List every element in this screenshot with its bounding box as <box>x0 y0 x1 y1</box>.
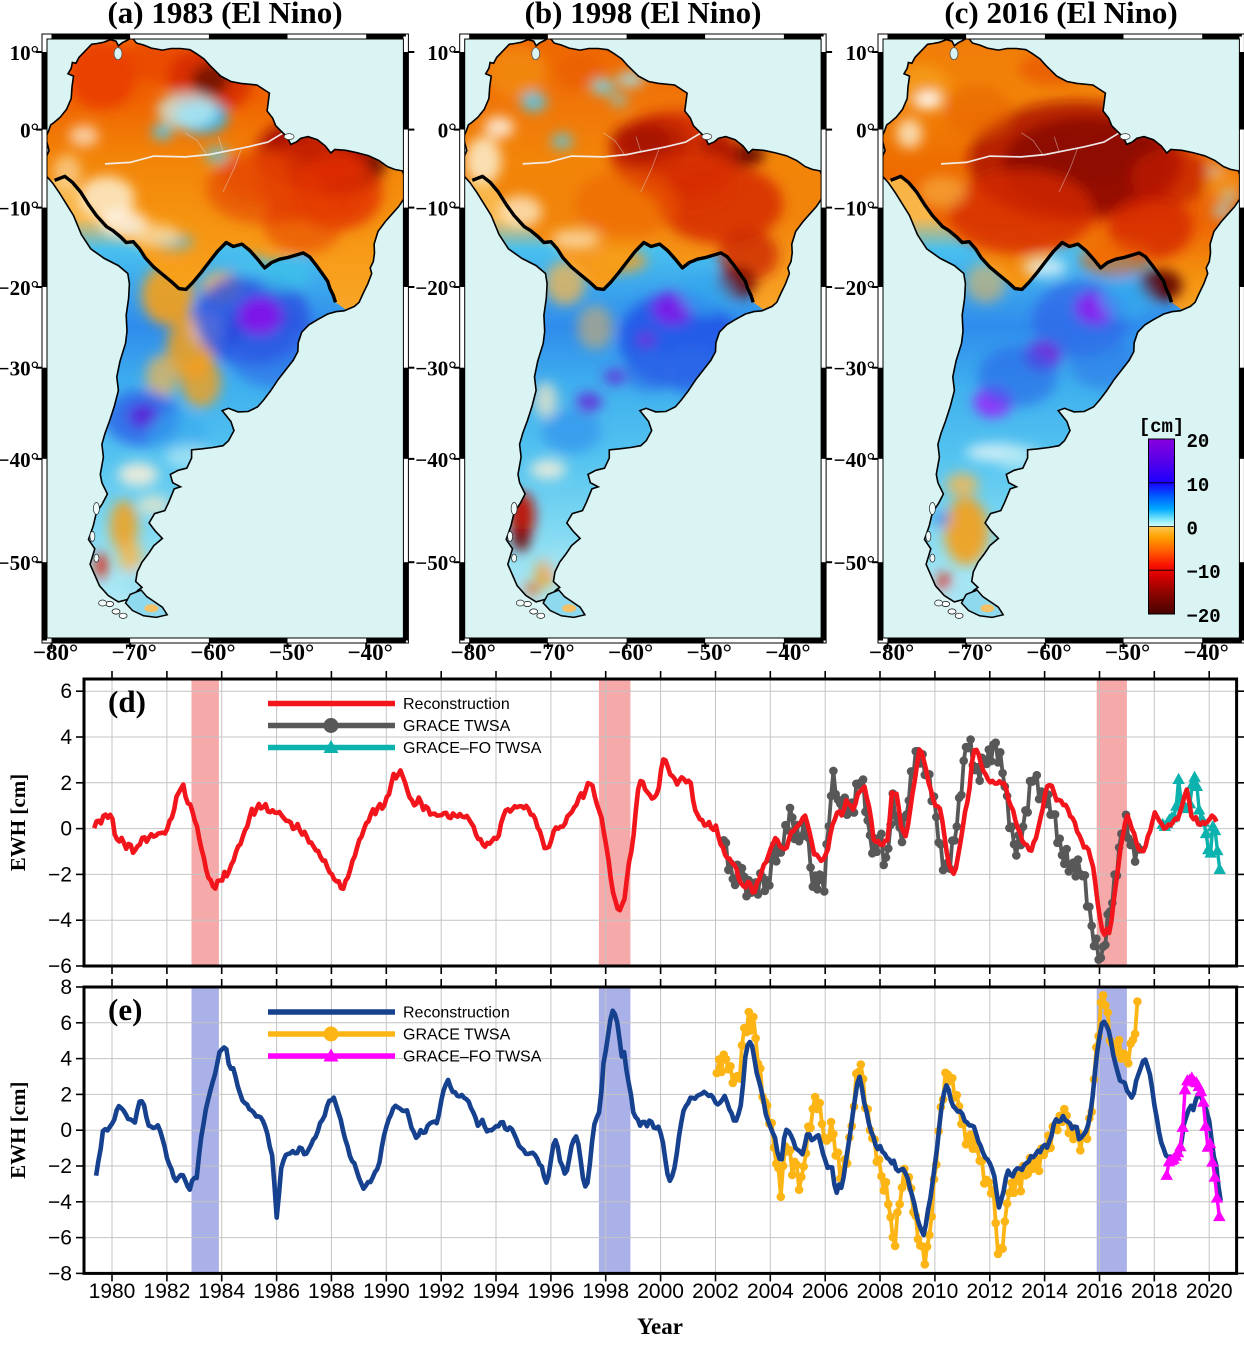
svg-text:−8: −8 <box>48 1262 72 1285</box>
svg-text:1996: 1996 <box>528 1280 575 1303</box>
svg-text:6: 6 <box>60 1012 72 1035</box>
svg-text:0: 0 <box>60 818 72 841</box>
svg-text:−40°: −40° <box>1184 640 1229 665</box>
svg-text:−50°: −50° <box>269 640 314 665</box>
svg-text:2018: 2018 <box>1131 1280 1178 1303</box>
svg-text:6: 6 <box>60 680 72 703</box>
svg-text:(a) 1983 (El Nino): (a) 1983 (El Nino) <box>107 0 342 30</box>
svg-text:−6: −6 <box>48 1227 72 1250</box>
svg-text:0: 0 <box>60 1119 72 1142</box>
svg-text:GRACE TWSA: GRACE TWSA <box>403 1027 511 1044</box>
svg-text:2010: 2010 <box>912 1280 959 1303</box>
svg-text:2008: 2008 <box>857 1280 904 1303</box>
svg-text:1988: 1988 <box>308 1280 355 1303</box>
svg-text:20: 20 <box>1187 431 1210 453</box>
svg-text:GRACE–FO TWSA: GRACE–FO TWSA <box>403 1049 542 1066</box>
svg-text:−30°: −30° <box>415 357 456 381</box>
svg-text:−20°: −20° <box>834 276 875 300</box>
svg-text:−10°: −10° <box>0 197 39 221</box>
svg-text:1986: 1986 <box>253 1280 300 1303</box>
svg-text:−2: −2 <box>48 1155 72 1178</box>
svg-text:1982: 1982 <box>144 1280 191 1303</box>
svg-text:2004: 2004 <box>747 1280 794 1303</box>
svg-text:1992: 1992 <box>418 1280 465 1303</box>
svg-text:−60°: −60° <box>608 640 653 665</box>
svg-text:1998: 1998 <box>582 1280 629 1303</box>
svg-text:2006: 2006 <box>802 1280 849 1303</box>
svg-text:1984: 1984 <box>198 1280 245 1303</box>
svg-text:[cm]: [cm] <box>1139 416 1185 438</box>
svg-text:−30°: −30° <box>0 357 39 381</box>
svg-text:−10°: −10° <box>834 197 875 221</box>
svg-text:EWH [cm]: EWH [cm] <box>6 774 30 871</box>
svg-text:−40°: −40° <box>415 448 456 472</box>
svg-text:EWH [cm]: EWH [cm] <box>6 1081 30 1178</box>
svg-text:−20: −20 <box>1187 606 1221 628</box>
svg-text:−80°: −80° <box>451 640 496 665</box>
svg-text:(e): (e) <box>108 992 142 1027</box>
svg-text:−50°: −50° <box>0 551 39 575</box>
svg-text:2012: 2012 <box>966 1280 1013 1303</box>
svg-text:−4: −4 <box>48 909 72 932</box>
svg-text:−80°: −80° <box>33 640 78 665</box>
svg-text:10°: 10° <box>10 41 39 65</box>
svg-text:1980: 1980 <box>89 1280 136 1303</box>
svg-text:2020: 2020 <box>1186 1280 1233 1303</box>
svg-text:(b) 1998 (El Nino): (b) 1998 (El Nino) <box>525 0 762 30</box>
svg-text:Reconstruction: Reconstruction <box>403 1005 510 1022</box>
svg-text:−6: −6 <box>48 955 72 978</box>
svg-text:4: 4 <box>60 726 72 749</box>
svg-text:−20°: −20° <box>415 276 456 300</box>
svg-text:−40°: −40° <box>765 640 810 665</box>
svg-text:−60°: −60° <box>1026 640 1071 665</box>
svg-text:−70°: −70° <box>529 640 574 665</box>
svg-text:(c) 2016 (El Nino): (c) 2016 (El Nino) <box>944 0 1177 30</box>
svg-text:2014: 2014 <box>1021 1280 1068 1303</box>
svg-text:0°: 0° <box>856 119 875 143</box>
svg-text:−30°: −30° <box>834 357 875 381</box>
svg-text:−50°: −50° <box>415 551 456 575</box>
svg-text:8: 8 <box>60 976 72 999</box>
svg-text:−10: −10 <box>1187 562 1221 584</box>
svg-text:−60°: −60° <box>190 640 235 665</box>
svg-text:−50°: −50° <box>687 640 732 665</box>
svg-text:0: 0 <box>1187 519 1198 541</box>
svg-text:10: 10 <box>1187 475 1210 497</box>
svg-text:2000: 2000 <box>637 1280 684 1303</box>
svg-text:1994: 1994 <box>473 1280 520 1303</box>
svg-text:0°: 0° <box>20 119 39 143</box>
svg-text:−4: −4 <box>48 1191 72 1214</box>
svg-text:−20°: −20° <box>0 276 39 300</box>
svg-text:GRACE TWSA: GRACE TWSA <box>403 718 511 735</box>
svg-text:−40°: −40° <box>348 640 393 665</box>
svg-text:−2: −2 <box>48 863 72 886</box>
svg-text:2002: 2002 <box>692 1280 739 1303</box>
svg-text:−70°: −70° <box>948 640 993 665</box>
svg-text:10°: 10° <box>846 41 875 65</box>
svg-text:Reconstruction: Reconstruction <box>403 696 510 713</box>
svg-text:1990: 1990 <box>363 1280 410 1303</box>
svg-text:−50°: −50° <box>834 551 875 575</box>
svg-text:−10°: −10° <box>415 197 456 221</box>
svg-text:Year: Year <box>637 1314 683 1339</box>
svg-text:−70°: −70° <box>112 640 157 665</box>
svg-text:GRACE–FO TWSA: GRACE–FO TWSA <box>403 740 542 757</box>
svg-text:10°: 10° <box>427 41 456 65</box>
svg-text:(d): (d) <box>108 684 146 719</box>
svg-text:2016: 2016 <box>1076 1280 1123 1303</box>
svg-text:−80°: −80° <box>869 640 914 665</box>
svg-text:4: 4 <box>60 1048 72 1071</box>
svg-text:−50°: −50° <box>1105 640 1150 665</box>
svg-text:0°: 0° <box>438 119 457 143</box>
svg-text:−40°: −40° <box>0 448 39 472</box>
svg-text:2: 2 <box>60 1083 72 1106</box>
svg-text:−40°: −40° <box>834 448 875 472</box>
svg-text:2: 2 <box>60 772 72 795</box>
